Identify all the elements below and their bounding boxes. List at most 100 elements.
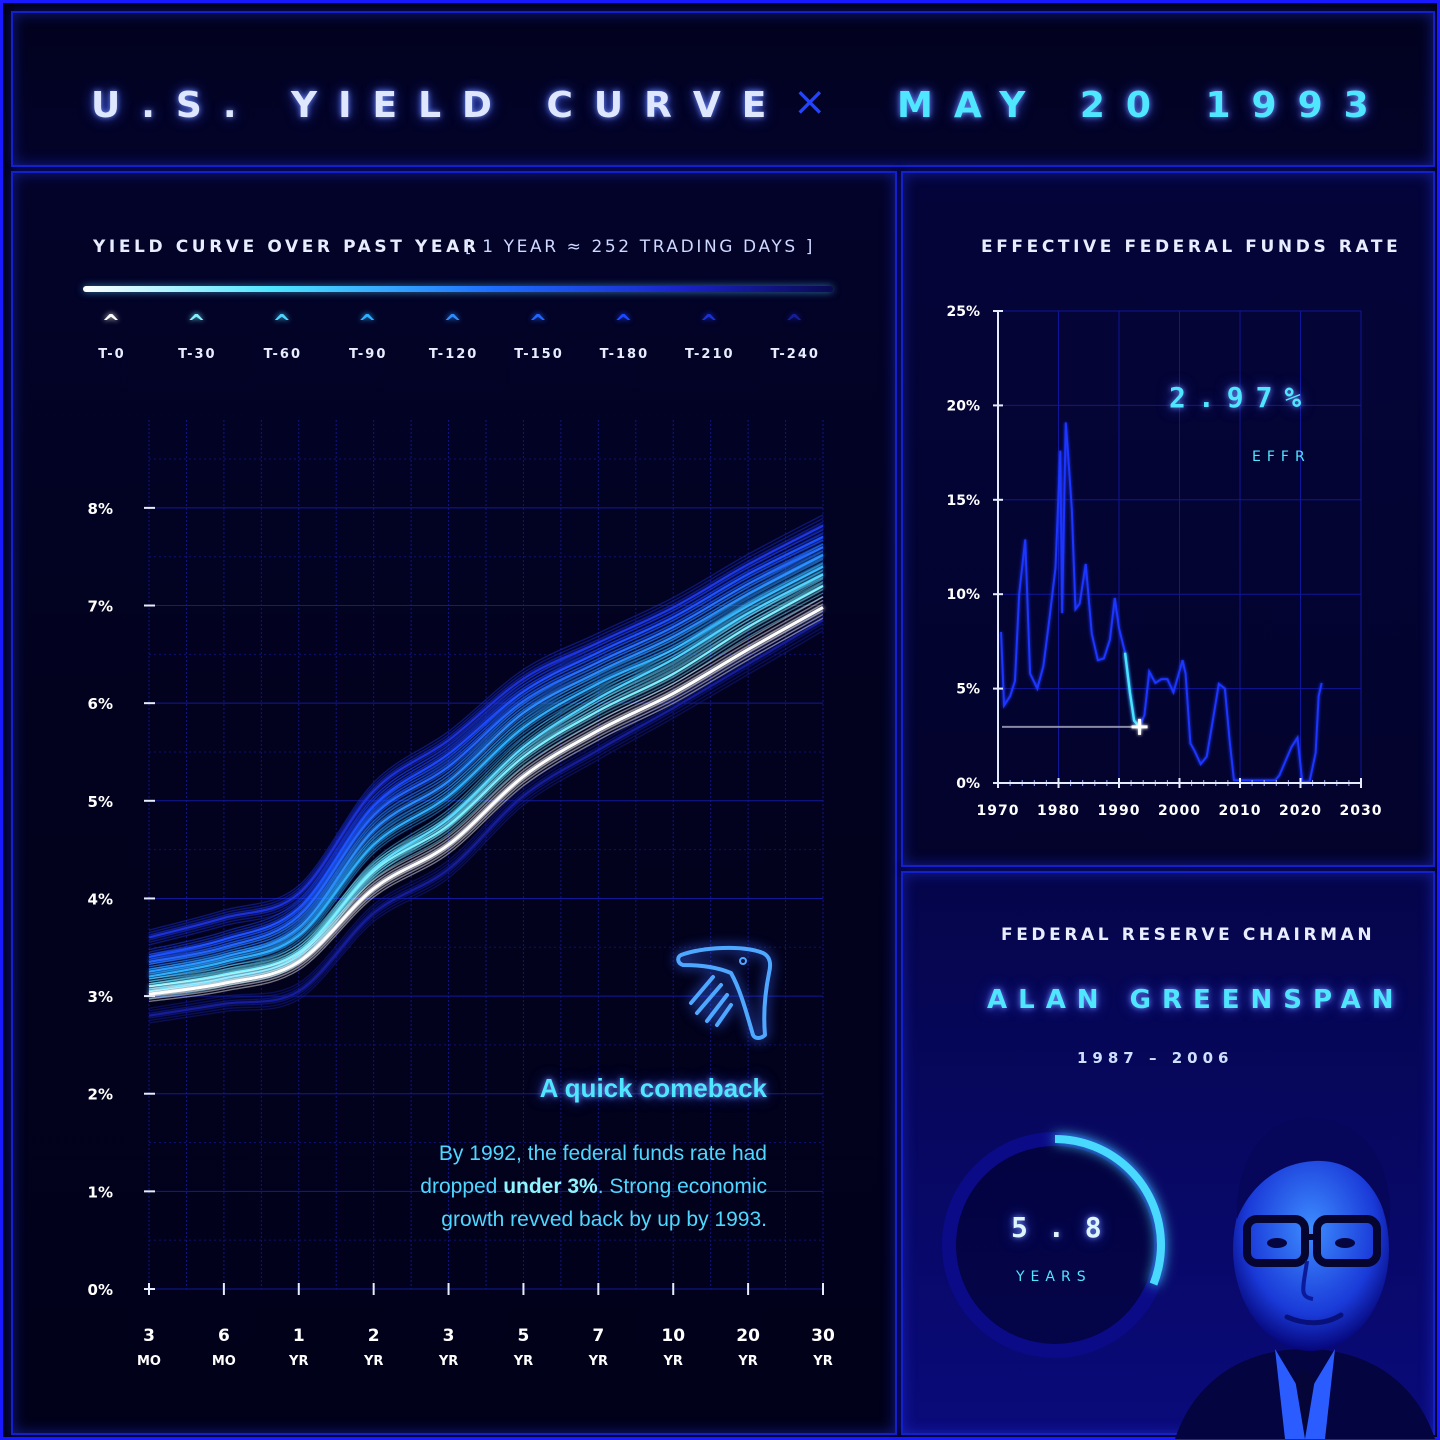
yield-curve-line-echo [148, 588, 824, 990]
yield-curve-line-echo [148, 608, 824, 1009]
y-tick-label: 0% [956, 776, 980, 792]
yield-curve-line-echo [148, 557, 824, 975]
yield-curve-line [148, 573, 824, 993]
annotation-title: A quick comeback [539, 1073, 767, 1103]
yield-curve-line-echo [148, 623, 824, 1019]
yield-curve-line-echo [148, 517, 824, 934]
yield-curve-line-echo [148, 540, 824, 961]
caret-up-icon: ^ [357, 311, 379, 336]
legend-label: T-0 [98, 347, 126, 362]
x-tick-unit: YR [288, 1354, 308, 1369]
page-title: U.S. YIELD CURVE [91, 85, 788, 126]
x-tick-label: 7 [592, 1326, 604, 1346]
yield-curve-line-echo [148, 543, 824, 963]
y-tick-label: 15% [946, 493, 980, 509]
yield-curve-line-echo [148, 550, 824, 970]
x-tick-label: 3 [443, 1326, 455, 1346]
yield-curve-chart: 0% 1% 2% 3% 4% 5% 6% 7% 8% 3 MO 6 MO 1 YR 2 YR 3 YR 5 YR 7 YR 1… [88, 418, 835, 1369]
yield-curve-line-echo [148, 563, 824, 985]
tenure-ring-progress [945, 1135, 1165, 1355]
annotation-text: dropped [420, 1175, 504, 1198]
y-tick-label: 5% [88, 793, 113, 811]
legend-item[interactable]: ^ T-60 [253, 311, 313, 363]
tenure-value: 5.8 [1011, 1211, 1122, 1244]
caret-up-icon: ^ [272, 311, 294, 336]
yield-curve-line [148, 524, 824, 939]
header-panel: U.S. YIELD CURVE × MAY 20 1993 [11, 11, 1435, 167]
chairman-panel-title: FEDERAL RESERVE CHAIRMAN [1001, 925, 1376, 945]
y-tick-label: 2% [88, 1086, 113, 1104]
x-tick-label: 2030 [1340, 803, 1383, 819]
y-tick-label: 7% [88, 598, 113, 616]
yield-curve-line-echo [148, 592, 824, 992]
legend-item[interactable]: ^ T-150 [509, 313, 569, 363]
x-tick-label: 30 [811, 1326, 835, 1346]
legend-label: T-60 [263, 347, 303, 362]
x-tick-label: 1 [293, 1326, 305, 1346]
x-tick-label: 3 [143, 1326, 155, 1346]
annotation-emphasis: under 3% [503, 1175, 598, 1198]
legend-item[interactable]: ^ T-180 [594, 311, 654, 363]
yield-curve-line-echo [148, 603, 824, 993]
caret-up-icon: ^ [187, 311, 208, 336]
yield-curve-line-echo [148, 578, 824, 983]
x-tick-label: 10 [661, 1326, 685, 1346]
yield-curve-line-echo [148, 514, 824, 931]
annotation-text: . Strong economic [597, 1175, 767, 1198]
yield-curve-line-echo [148, 525, 824, 951]
effr-chart: 1970 1980 1990 2000 2010 2020 2030 0% 5% 10% 15% 20… [946, 304, 1383, 819]
yield-curve-line-echo [148, 566, 824, 988]
legend-label: T-90 [348, 347, 388, 362]
x-tick-label: 5 [518, 1326, 530, 1346]
yield-curve-line [148, 545, 824, 963]
yield-curve-line-echo [148, 533, 824, 956]
y-tick-label: 0% [88, 1281, 113, 1299]
legend-item[interactable]: ^ T-30 [167, 311, 227, 363]
caret-up-icon: ^ [614, 311, 635, 336]
legend-item[interactable]: ^ T-210 [680, 313, 740, 363]
yield-curve-line-echo [148, 531, 824, 944]
x-tick-unit: YR [363, 1354, 383, 1369]
effr-series-line [1000, 422, 1323, 784]
legend-label: T-150 [514, 347, 564, 362]
y-tick-label: 3% [88, 988, 113, 1006]
yield-curve-line-echo [148, 613, 824, 1000]
yield-curve-line-echo [148, 599, 824, 990]
caret-up-icon: ^ [784, 311, 806, 336]
legend-label: T-210 [685, 347, 735, 362]
yield-curve-line [148, 553, 824, 973]
yield-curve-line [148, 536, 824, 959]
x-tick-label: 2020 [1279, 803, 1322, 819]
yield-curve-line-echo [148, 535, 824, 956]
yield-curve-line-echo [148, 553, 824, 968]
effr-marker [1131, 718, 1148, 735]
yield-curve-line-echo [148, 596, 824, 988]
legend-label: T-120 [428, 347, 479, 362]
annotation-line-1: By 1992, the federal funds rate had [438, 1142, 767, 1165]
legend-item[interactable]: ^ T-240 [765, 311, 825, 363]
x-tick-unit: YR [588, 1354, 608, 1369]
x-tick-label: 6 [218, 1326, 230, 1346]
y-tick-label: 1% [88, 1183, 113, 1201]
yield-curve-line-echo [148, 555, 824, 970]
y-tick-label: 4% [88, 890, 113, 908]
yield-curve-line [148, 565, 824, 978]
y-tick-label: 25% [946, 304, 980, 320]
legend-label: T-180 [599, 347, 650, 362]
page-date: MAY 20 1993 [897, 85, 1390, 126]
legend-gradient-bar [83, 286, 833, 292]
x-tick-unit: YR [812, 1354, 832, 1369]
yield-curve-line-echo [148, 577, 824, 995]
legend-item[interactable]: ^ T-90 [338, 311, 398, 363]
legend-item[interactable]: ^ T-120 [424, 313, 484, 363]
x-tick-label: 20 [736, 1326, 760, 1346]
yield-curve-line-echo [148, 572, 824, 983]
yield-curve-line-echo [148, 549, 824, 966]
legend-item[interactable]: ^ T-0 [82, 313, 142, 363]
yield-curve-line-echo [148, 569, 824, 980]
x-tick-unit: YR [513, 1354, 533, 1369]
y-tick-label: 20% [946, 398, 980, 414]
yield-panel-subtitle: [ 1 YEAR ≈ 252 TRADING DAYS ] [465, 237, 815, 257]
chairman-term: 1987 – 2006 [1077, 1049, 1234, 1067]
